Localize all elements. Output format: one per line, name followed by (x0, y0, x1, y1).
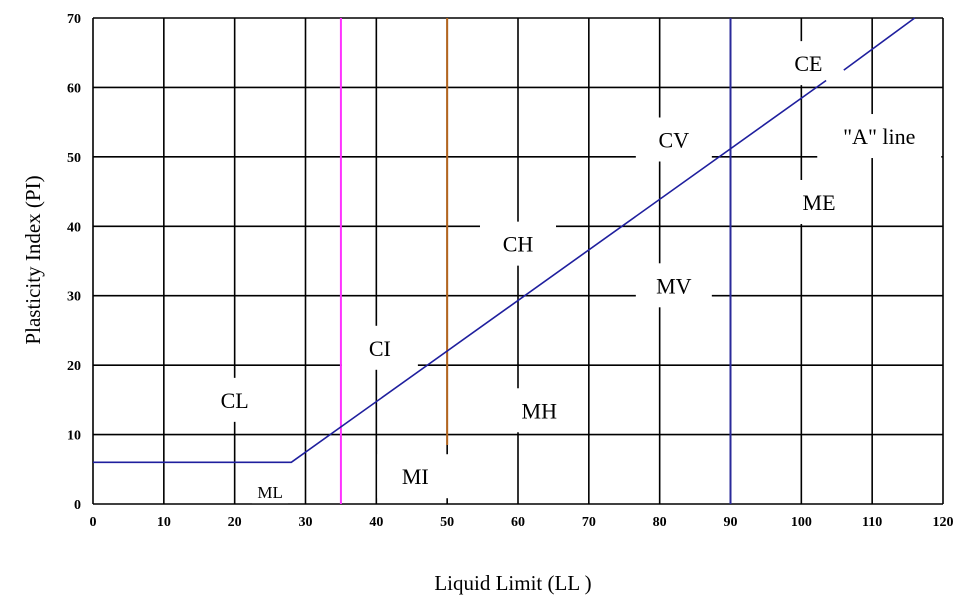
x-tick-label-90: 90 (724, 515, 738, 530)
label-bg-0 (196, 377, 273, 422)
boundary-lines (339, 18, 732, 504)
zone-label-ch: CH (503, 232, 534, 257)
y-tick-label-0: 0 (74, 498, 81, 513)
x-tick-label-10: 10 (157, 515, 171, 530)
x-tick-label-60: 60 (511, 515, 525, 530)
label-bg-2 (341, 325, 418, 370)
label-bg-4 (480, 221, 556, 266)
label-bg-5 (501, 388, 578, 433)
x-tick-label-120: 120 (933, 515, 954, 530)
x-tick-label-100: 100 (791, 515, 812, 530)
y-tick-label-50: 50 (67, 151, 81, 166)
y-tick-label-40: 40 (67, 220, 81, 235)
x-tick-label-20: 20 (228, 515, 242, 530)
label-backgrounds (196, 41, 942, 504)
zone-label-mv: MV (656, 273, 692, 298)
zone-label-a-line: "A" line (843, 124, 915, 149)
label-bg-1 (252, 477, 289, 504)
zone-labels: CL ML CI MI CH MH CV MV CE "A" line ME (221, 51, 916, 502)
y-tick-label-30: 30 (67, 290, 81, 305)
x-tick-label-50: 50 (440, 515, 454, 530)
x-tick-label-0: 0 (90, 515, 97, 530)
x-tick-label-70: 70 (582, 515, 596, 530)
zone-label-ml: ML (257, 483, 283, 502)
zone-label-cl: CL (221, 388, 249, 413)
a-line-segment-0 (93, 79, 827, 464)
a-line-segment-1 (843, 17, 916, 71)
y-tick-label-70: 70 (67, 12, 81, 27)
y-tick-label-60: 60 (67, 81, 81, 96)
zone-label-mh: MH (522, 398, 558, 423)
label-bg-7 (635, 263, 712, 308)
label-bg-8 (770, 41, 847, 86)
tick-labels: 0 10 20 30 40 50 60 70 80 90 100 110 120 0 10 20 30 40 50 6… (67, 12, 954, 530)
label-bg-9 (817, 114, 942, 159)
label-bg-10 (781, 179, 858, 224)
a-line-series (93, 17, 916, 464)
zone-label-mi: MI (402, 464, 429, 489)
y-axis-title: Plasticity Index (PI) (21, 175, 45, 344)
x-tick-label-30: 30 (299, 515, 313, 530)
zone-label-cv: CV (659, 128, 690, 153)
zone-label-ce: CE (794, 51, 822, 76)
x-axis-title: Liquid Limit (LL ) (434, 571, 591, 595)
x-tick-label-80: 80 (653, 515, 667, 530)
zone-label-ci: CI (369, 336, 391, 361)
zone-label-me: ME (803, 190, 836, 215)
label-bg-6 (635, 117, 712, 162)
y-tick-label-20: 20 (67, 359, 81, 374)
x-tick-label-40: 40 (369, 515, 383, 530)
x-tick-label-110: 110 (862, 515, 882, 530)
y-tick-label-10: 10 (67, 429, 81, 444)
label-bg-3 (377, 454, 454, 499)
